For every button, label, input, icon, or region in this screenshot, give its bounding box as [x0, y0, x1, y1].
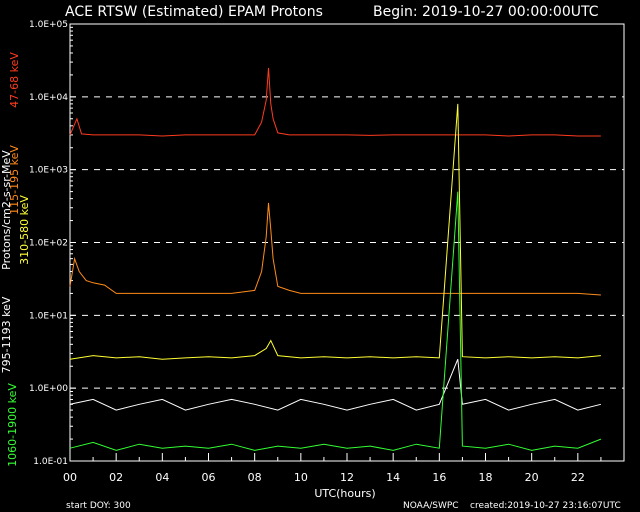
x-tick-label: 20	[525, 471, 539, 484]
x-tick-label: 06	[202, 471, 216, 484]
x-tick-label: 10	[294, 471, 308, 484]
y-axis-label: 1060-1900 keV	[6, 383, 19, 467]
x-tick-label: 12	[340, 471, 354, 484]
y-tick-label: 1.0E+00	[29, 384, 68, 394]
x-tick-label: 08	[248, 471, 262, 484]
y-axis-label: Protons/cm2-s-sr-MeV	[0, 150, 13, 270]
created-label: created:2019-10-27 23:16:07UTC	[470, 501, 621, 511]
agency-label: NOAA/SWPC	[403, 501, 459, 511]
y-axis-label: 795-1193 keV	[0, 296, 13, 373]
series-line	[69, 191, 602, 451]
series-line	[69, 359, 602, 411]
y-axis-label: 47-68 keV	[8, 52, 21, 108]
x-axis-ticks: 00 02 04 06 08 10 12 14 16 18 20 22	[63, 453, 625, 484]
y-axis-label: 115-195 keV	[8, 145, 21, 215]
y-tick-label: 1.0E-01	[33, 457, 68, 467]
x-axis-label: UTC(hours)	[314, 487, 375, 500]
x-tick-label: 22	[571, 471, 585, 484]
x-tick-label: 02	[109, 471, 123, 484]
y-tick-label: 1.0E+01	[29, 311, 68, 321]
y-axis-label: 310-580 keV	[18, 195, 31, 265]
y-tick-label: 1.0E+03	[29, 166, 68, 176]
x-tick-label: 04	[155, 471, 169, 484]
y-tick-label: 1.0E+02	[29, 239, 68, 249]
x-tick-label: 14	[386, 471, 400, 484]
start-doy: start DOY: 300	[66, 501, 131, 511]
series-lines	[69, 67, 602, 451]
x-tick-label: 16	[432, 471, 446, 484]
y-tick-label: 1.0E+04	[29, 93, 68, 103]
x-tick-label: 00	[63, 471, 77, 484]
grid-lines	[70, 96, 624, 389]
series-line	[69, 202, 601, 296]
series-line	[69, 67, 601, 137]
y-tick-label: 1.0E+05	[29, 20, 68, 30]
y-axis-ticks: 1.0E+05 1.0E+04 1.0E+03 1.0E+02 1.0E+01 1.0E+…	[29, 20, 76, 467]
x-tick-label: 18	[479, 471, 493, 484]
begin-label: Begin: 2019-10-27 00:00:00UTC	[373, 4, 599, 20]
chart-title: ACE RTSW (Estimated) EPAM Protons	[65, 4, 323, 20]
series-line	[69, 103, 601, 360]
